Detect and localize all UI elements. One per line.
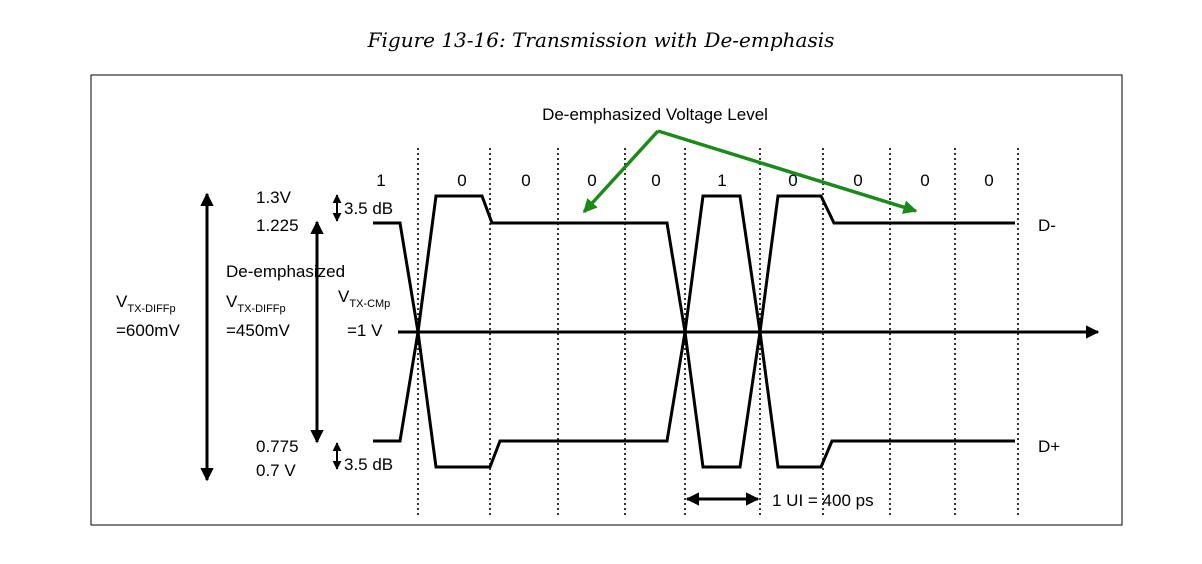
d-plus-label: D+ <box>1038 437 1060 456</box>
bit-label: 0 <box>984 171 993 190</box>
bit-label: 0 <box>853 171 862 190</box>
bit-label: 0 <box>457 171 466 190</box>
ui-boundary-lines <box>417 148 1019 515</box>
cm-label: VTX-CMp <box>338 287 390 310</box>
deemph-value: =450mV <box>226 321 290 340</box>
bit-labels: 1 0 0 0 0 1 0 0 0 0 <box>376 171 993 190</box>
bit-label: 0 <box>651 171 660 190</box>
vtx-diff-value: =600mV <box>116 321 180 340</box>
annotation-arrow-left <box>582 129 660 214</box>
cm-value: =1 V <box>347 321 383 340</box>
db-top-label: 3.5 dB <box>344 199 393 218</box>
level-high-peak: 1.3V <box>256 188 292 207</box>
level-low-deemph: 0.775 <box>256 437 299 456</box>
d-minus-label: D- <box>1038 216 1056 235</box>
ui-label: 1 UI = 400 ps <box>772 491 874 510</box>
bit-label: 0 <box>920 171 929 190</box>
d-plus-waveform <box>373 331 1015 469</box>
level-low-peak: 0.7 V <box>256 461 296 480</box>
figure-frame <box>90 74 1123 526</box>
figure-caption: Figure 13-16: Transmission with De-empha… <box>367 28 835 52</box>
db-bottom-label: 3.5 dB <box>344 455 393 474</box>
annotation-label: De-emphasized Voltage Level <box>542 105 768 124</box>
bit-label: 0 <box>587 171 596 190</box>
level-high-deemph: 1.225 <box>256 216 299 235</box>
bit-label: 1 <box>717 171 726 190</box>
bit-label: 1 <box>376 171 385 190</box>
bit-label: 0 <box>788 171 797 190</box>
vtx-diff-label: VTX-DIFFp <box>116 292 176 315</box>
d-minus-waveform <box>373 194 1015 333</box>
bit-label: 0 <box>521 171 530 190</box>
deemph-v-label: VTX-DIFFp <box>226 292 286 315</box>
deemph-title: De-emphasized <box>226 262 345 281</box>
annotation-arrow-right <box>657 129 918 214</box>
